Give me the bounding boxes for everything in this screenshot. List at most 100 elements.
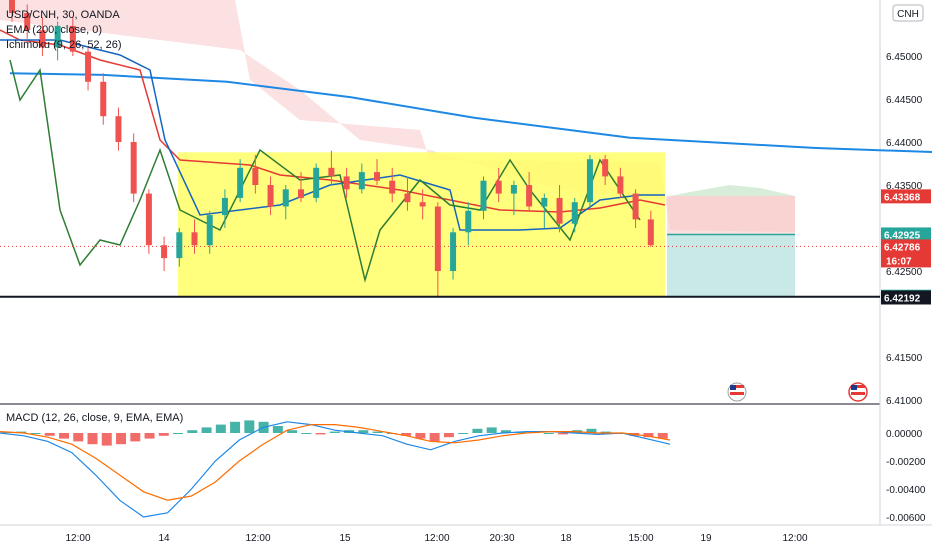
price-tick-label: 6.42500 — [886, 267, 923, 278]
price-tick-label: 6.45000 — [886, 52, 923, 63]
time-tick-label: 20:30 — [489, 533, 514, 544]
candle-body — [617, 176, 624, 194]
macd-histogram-bar — [358, 430, 369, 433]
candle-body — [647, 219, 654, 246]
price-axis[interactable]: 6.45000 6.44500 6.44000 6.43500 6.42500 6.415… — [886, 52, 923, 407]
candle-body — [510, 185, 517, 194]
macd-tick-label: 0.00000 — [886, 429, 923, 440]
ema-200-line — [9, 72, 932, 154]
candle-body — [404, 193, 411, 203]
candle-body — [434, 206, 441, 271]
candle-body — [571, 202, 578, 224]
price-tag-line-box — [881, 290, 931, 305]
candle-body — [602, 159, 609, 177]
candle-body — [328, 167, 335, 177]
macd-histogram-bar — [272, 426, 283, 433]
price-tag-current-box — [881, 239, 931, 268]
price-tick-label: 6.43500 — [886, 181, 923, 192]
candle-body — [252, 167, 259, 185]
macd-histogram-bar — [201, 427, 212, 433]
price-tick-label: 6.41000 — [886, 396, 923, 407]
macd-pane[interactable] — [0, 405, 880, 525]
candle-body — [495, 180, 502, 194]
time-tick-label: 12:00 — [424, 533, 449, 544]
candle-body — [541, 197, 548, 207]
position-projection[interactable] — [667, 196, 795, 298]
candle-body — [419, 202, 426, 207]
macd-histogram-bar — [87, 433, 98, 445]
candle-body — [145, 193, 152, 246]
macd-histogram-bar — [643, 433, 654, 438]
candle-body — [161, 245, 168, 259]
ema-legend[interactable]: EMA (200, close, 0) — [6, 24, 102, 36]
candle-body — [9, 0, 15, 14]
price-tag-current-countdown: 16:07 — [886, 256, 912, 267]
symbol-legend[interactable]: USD/CNH, 30, OANDA — [6, 9, 120, 21]
macd-histogram-bar — [73, 433, 84, 442]
macd-histogram-bar — [401, 433, 412, 436]
macd-histogram-bar — [329, 431, 340, 433]
candle-body — [358, 172, 365, 190]
candle-body — [586, 159, 593, 203]
us-flag-event-icon[interactable] — [848, 382, 868, 402]
macd-histogram-bar — [657, 433, 668, 439]
macd-histogram-bar — [586, 428, 597, 433]
time-tick-label: 15 — [339, 533, 351, 544]
macd-histogram-bar — [543, 433, 554, 434]
macd-histogram-bar — [215, 424, 226, 433]
macd-histogram-bar — [287, 430, 298, 433]
candle-body — [632, 193, 639, 220]
macd-histogram-bar — [458, 433, 469, 434]
macd-histogram-bar — [557, 433, 568, 435]
candle-body — [343, 176, 350, 190]
price-tick-label: 6.44000 — [886, 138, 923, 149]
candle-body — [206, 215, 213, 246]
candle-body — [313, 167, 320, 198]
candle-body — [465, 210, 472, 233]
candle-body — [282, 189, 289, 207]
candle-body — [54, 25, 61, 48]
us-flag-event-icon[interactable] — [727, 382, 747, 402]
time-axis[interactable]: 12:00 14 12:00 15 12:00 20:30 18 15:00 19 12:00 — [65, 533, 807, 544]
price-tag-entry-box — [881, 227, 931, 242]
price-tag-entry: 6.42925 — [884, 230, 921, 241]
currency-badge[interactable]: CNH — [897, 9, 919, 20]
macd-histogram-bar — [130, 433, 141, 442]
candle-body — [69, 25, 76, 52]
candle-body — [221, 197, 228, 216]
ichimoku-legend[interactable]: Ichimoku (9, 26, 52, 26) — [6, 39, 122, 51]
macd-histogram-bar — [101, 433, 112, 446]
candle-body — [39, 30, 46, 48]
candle-body — [480, 180, 487, 211]
currency-badge-box[interactable] — [892, 4, 924, 22]
time-tick-label: 12:00 — [245, 533, 270, 544]
candle-body — [115, 116, 122, 142]
macd-histogram-bar — [187, 430, 198, 433]
price-tag-line: 6.42192 — [884, 293, 921, 304]
macd-histogram-bar — [372, 431, 383, 433]
stop-zone — [667, 196, 795, 235]
candle-body — [389, 180, 396, 194]
cloud-green-area — [670, 185, 795, 196]
candle-body — [450, 232, 457, 271]
macd-tick-label: -0.00400 — [886, 485, 926, 496]
macd-histogram-bar — [315, 433, 326, 435]
macd-legend[interactable]: MACD (12, 26, close, 9, EMA, EMA) — [6, 412, 183, 424]
macd-histogram-bar — [443, 433, 454, 438]
macd-histogram-bar — [230, 421, 241, 433]
macd-histogram-bar — [600, 431, 611, 433]
candle-body — [526, 185, 533, 207]
time-tick-label: 19 — [700, 533, 712, 544]
macd-histogram-bar — [429, 433, 440, 442]
highlight-rectangle[interactable] — [178, 152, 665, 297]
price-tick-label: 6.41500 — [886, 353, 923, 364]
candle-body — [130, 142, 137, 194]
candle-body — [24, 13, 31, 31]
macd-histogram-bar — [30, 433, 41, 434]
price-tag-current: 6.42786 — [884, 242, 921, 253]
macd-axis[interactable]: 0.00000 -0.00200 -0.00400 -0.00600 — [886, 429, 926, 524]
candle-body — [191, 232, 198, 246]
macd-histogram-bar — [415, 433, 426, 439]
